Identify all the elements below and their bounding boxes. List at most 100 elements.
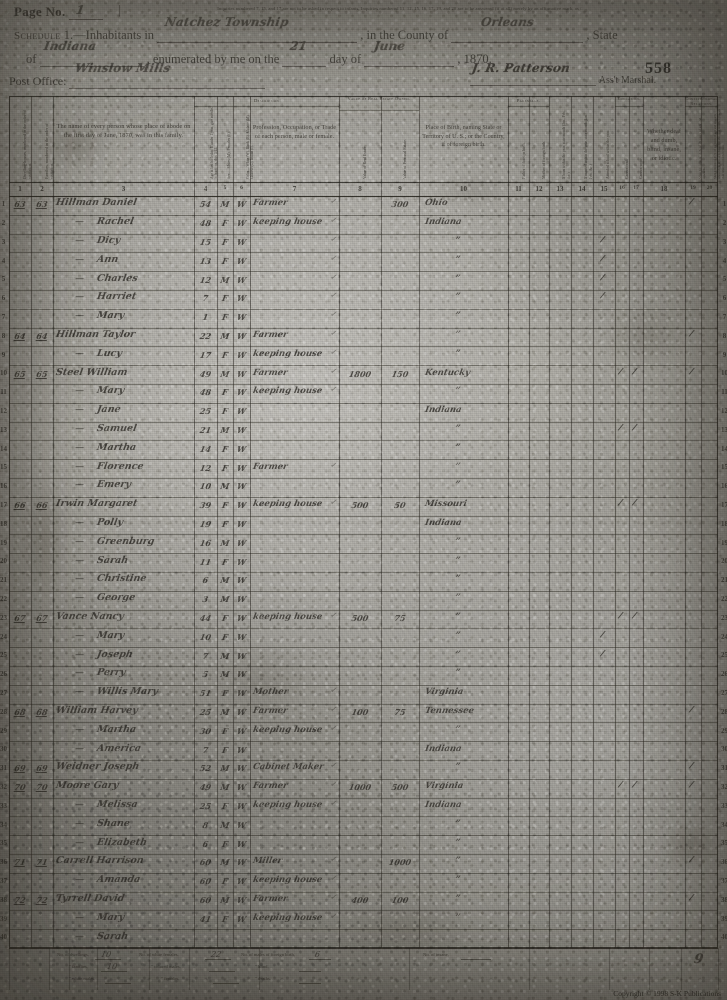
cell-personal-estate-value: 150 — [390, 368, 410, 379]
header-rule — [9, 182, 718, 183]
cell-occupation: Cabinet Maker — [252, 762, 325, 773]
footer-blank-line — [209, 970, 235, 972]
column-divider — [233, 96, 234, 948]
row-number-left: 31 — [0, 764, 7, 773]
schedule-line-2: of Indiana , enumerated by me on the 21 … — [26, 39, 492, 68]
row-number-right: 6 — [722, 294, 727, 303]
group-rule-parentage — [508, 106, 549, 107]
cell-dwelling-number: 71 — [13, 857, 27, 868]
cell-person-name: Amanda — [96, 874, 142, 886]
row-divider — [9, 214, 718, 216]
post-office-value: Winslow Mills — [74, 61, 172, 75]
cell-name-ditto-dash: — — [74, 235, 85, 246]
marshal-signature: J. R. Patterson — [470, 61, 572, 75]
row-divider — [9, 910, 718, 912]
cell-name-ditto-dash: — — [74, 386, 85, 397]
footer-divider — [718, 948, 719, 990]
cell-occupation: keeping house — [252, 724, 324, 735]
cell-age: 49 — [199, 368, 212, 379]
cell-birthplace-ditto: ” — [454, 893, 462, 904]
cell-birthplace-ditto: ” — [454, 649, 462, 660]
row-divider — [9, 684, 718, 686]
mark-occupation-check: ✓ — [329, 347, 339, 359]
cell-color: W — [236, 236, 247, 247]
row-number-right: 8 — [722, 331, 727, 340]
cell-sex: F — [221, 518, 229, 529]
cell-occupation: Farmer — [252, 705, 289, 716]
mark-male-citizen: / — [688, 779, 695, 791]
group-rule-description — [194, 106, 339, 107]
cell-age: 16 — [199, 537, 212, 548]
cell-age: 12 — [199, 274, 212, 285]
cell-name-ditto-dash: — — [74, 649, 85, 660]
group-rule-constitutional — [685, 106, 718, 107]
cell-name-ditto-dash: — — [74, 517, 85, 528]
cell-sex: M — [219, 706, 231, 717]
cell-color: W — [236, 556, 247, 567]
row-number-left: 6 — [1, 294, 6, 303]
cell-age: 17 — [199, 349, 212, 360]
mark-cannot-write: / — [631, 610, 638, 622]
row-divider — [9, 816, 718, 818]
cell-age: 41 — [199, 913, 212, 924]
row-number-right: 19 — [721, 538, 727, 547]
cell-person-name: America — [96, 742, 143, 754]
cell-color: W — [236, 443, 247, 454]
cell-birthplace-ditto: ” — [454, 611, 462, 622]
cell-real-estate-value: 500 — [350, 612, 370, 623]
cell-sex: M — [219, 819, 231, 830]
cell-name-ditto-dash: — — [74, 536, 85, 547]
township-value: Natchez Township — [164, 15, 290, 29]
row-number-right: 26 — [721, 670, 727, 679]
cell-color: W — [236, 800, 247, 811]
cell-birthplace-ditto: ” — [454, 856, 462, 867]
mark-occupation-check: ✓ — [329, 215, 339, 227]
mark-cannot-write: / — [631, 497, 638, 509]
mark-male-citizen: / — [688, 704, 695, 716]
cell-real-estate-value: 1800 — [347, 368, 373, 379]
cell-occupation: Farmer — [252, 367, 289, 378]
page-stamp: 558 — [645, 60, 672, 77]
row-number-left: 19 — [0, 538, 7, 547]
cell-age: 12 — [199, 462, 212, 473]
mark-cannot-read: / — [617, 422, 624, 434]
cell-color: W — [236, 387, 247, 398]
cell-name-ditto-dash: — — [74, 818, 85, 829]
row-number-right: 1 — [722, 200, 727, 209]
cell-family-number: 65 — [35, 368, 49, 379]
cell-color: W — [236, 612, 247, 623]
mark-attended-school: / — [599, 253, 606, 265]
footer-label: " colored males, — [151, 964, 181, 969]
row-divider — [9, 628, 718, 630]
cell-person-name: Hillman Daniel — [55, 197, 138, 209]
column-number-9: 9 — [398, 185, 402, 193]
row-divider — [9, 797, 718, 799]
cell-occupation: Farmer — [252, 781, 289, 792]
row-divider — [9, 929, 718, 931]
mark-cannot-write: / — [631, 422, 638, 434]
cell-color: W — [236, 725, 247, 736]
footer-blank-line — [105, 982, 131, 984]
mark-cannot-write: / — [631, 779, 638, 791]
marshal-line: J. R. Patterson Ass't Marshal. — [470, 61, 656, 87]
post-office-label: Post Office: — [9, 74, 67, 88]
row-number-right: 40 — [721, 933, 727, 942]
column-number-10: 10 — [460, 185, 467, 193]
cell-person-name: Emery — [96, 479, 132, 491]
mark-occupation-check: ✓ — [329, 610, 339, 622]
mark-attended-school: / — [599, 648, 606, 659]
mark-occupation-check: ✓ — [329, 365, 339, 378]
row-number-left: 39 — [0, 914, 7, 923]
row-divider — [9, 346, 718, 348]
cell-person-name: Hillman Taylor — [55, 328, 136, 340]
cell-age: 6 — [201, 838, 210, 849]
row-number-left: 35 — [0, 839, 7, 848]
cell-age: 21 — [199, 424, 212, 435]
cell-person-name: Vance Nancy — [55, 610, 125, 622]
table-body: 63 63 Hillman Daniel 54 M W Farmer 300 Ohio / ✓ — Ra… — [9, 96, 718, 948]
cell-sex: M — [219, 330, 231, 341]
cell-sex: M — [219, 537, 231, 548]
page-no-text: Page No. — [14, 4, 66, 19]
footer-label: " blind, — [255, 964, 269, 969]
row-number-left: 16 — [0, 482, 7, 491]
